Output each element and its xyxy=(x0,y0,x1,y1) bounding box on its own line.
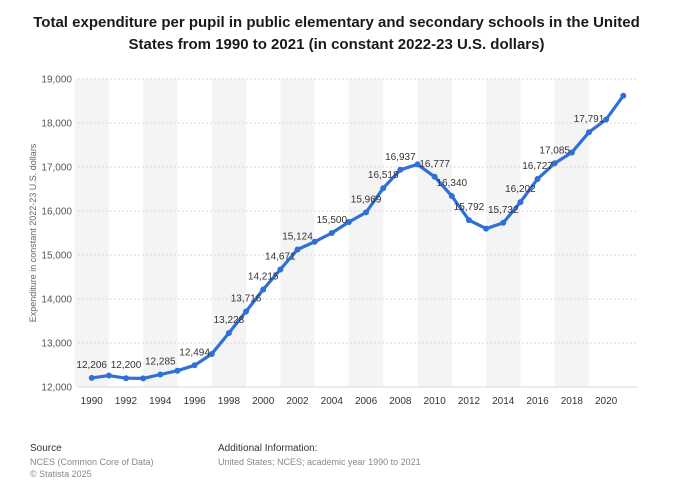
data-point xyxy=(380,185,387,192)
series-line xyxy=(90,94,625,380)
y-tick-label: 17,000 xyxy=(41,163,72,174)
data-label: 13,228 xyxy=(214,315,245,326)
y-tick-label: 14,000 xyxy=(41,295,72,306)
x-tick-label: 2018 xyxy=(561,396,584,407)
data-point xyxy=(585,129,592,136)
data-point xyxy=(500,219,507,226)
data-point xyxy=(465,217,472,224)
data-point xyxy=(105,372,112,379)
data-point xyxy=(345,219,352,225)
background-band xyxy=(280,79,315,387)
data-points xyxy=(88,92,627,382)
data-label: 12,206 xyxy=(76,360,107,371)
chart-title: Total expenditure per pupil in public el… xyxy=(33,14,640,53)
data-point xyxy=(534,176,541,183)
data-point xyxy=(88,374,95,381)
data-point xyxy=(483,225,490,232)
background-band xyxy=(211,79,247,387)
data-point xyxy=(431,173,438,180)
x-tick-label: 2020 xyxy=(595,396,618,407)
data-label: 16,202 xyxy=(505,184,536,195)
y-tick-label: 16,000 xyxy=(41,207,72,218)
data-label: 16,518 xyxy=(368,170,399,181)
x-tick-label: 2012 xyxy=(458,396,481,407)
y-tick-label: 12,000 xyxy=(41,383,72,394)
background-band xyxy=(486,79,521,387)
data-label: 17,791 xyxy=(574,114,605,125)
data-point xyxy=(363,209,370,216)
data-point xyxy=(517,199,524,206)
data-label: 16,727 xyxy=(522,161,553,172)
data-point xyxy=(414,161,421,168)
data-label: 15,124 xyxy=(282,232,313,243)
background-band xyxy=(348,79,384,387)
x-tick-label: 1996 xyxy=(183,396,206,407)
source-heading: Source xyxy=(30,443,62,454)
x-tick-label: 1998 xyxy=(218,396,241,407)
statista-link[interactable]: © Statista 2025 xyxy=(30,469,92,479)
additional-info-heading: Additional Information: xyxy=(218,443,318,454)
background-band xyxy=(554,79,589,387)
x-tick-label: 2002 xyxy=(286,396,309,407)
data-point xyxy=(208,351,215,357)
x-tick-label: 2000 xyxy=(252,396,275,407)
data-label: 13,716 xyxy=(231,293,262,304)
data-label: 15,732 xyxy=(488,205,519,216)
x-tick-label: 1990 xyxy=(81,396,104,407)
y-tick-label: 15,000 xyxy=(41,251,72,262)
data-point xyxy=(157,371,164,378)
data-label: 15,969 xyxy=(351,194,382,205)
x-tick-label: 2014 xyxy=(492,396,515,407)
data-point xyxy=(568,149,575,156)
y-tick-label: 19,000 xyxy=(41,75,72,86)
data-label: 15,500 xyxy=(316,215,347,226)
data-label: 12,285 xyxy=(145,356,176,367)
source-text: NCES (Common Core of Data) xyxy=(30,457,154,467)
data-point xyxy=(174,367,181,374)
line-chart: 12,000 13,000 14,000 15,000 16,000 17,000 18,0… xyxy=(28,75,637,407)
data-label: 12,200 xyxy=(111,360,142,371)
x-tick-label: 2010 xyxy=(424,396,447,407)
data-point xyxy=(191,362,198,369)
y-axis-ticks: 12,000 13,000 14,000 15,000 16,000 17,000 18,0… xyxy=(41,75,72,394)
x-axis-ticks: 1990 1992 1994 1996 1998 2000 2002 2004 2006 2008… xyxy=(81,396,618,407)
background-band xyxy=(417,79,452,387)
y-axis-label: Expenditure in constant 2022-23 U.S. dol… xyxy=(28,143,38,322)
data-point xyxy=(311,238,318,245)
data-point xyxy=(260,286,267,293)
data-point xyxy=(243,308,250,315)
x-tick-label: 1994 xyxy=(149,396,172,407)
data-point xyxy=(140,375,147,382)
data-point xyxy=(123,375,130,382)
data-point xyxy=(620,92,627,99)
data-point xyxy=(294,246,301,253)
additional-info-text: United States; NCES; academic year 1990 … xyxy=(218,457,421,467)
data-label: 15,792 xyxy=(454,202,485,213)
data-point xyxy=(277,266,284,273)
background-band xyxy=(74,79,109,387)
data-point xyxy=(603,116,610,123)
data-label: 14,215 xyxy=(248,272,279,283)
x-tick-label: 1992 xyxy=(115,396,138,407)
data-point xyxy=(397,166,404,173)
x-tick-label: 2004 xyxy=(321,396,344,407)
y-tick-label: 18,000 xyxy=(41,119,72,130)
data-label: 14,671 xyxy=(265,251,296,262)
data-point xyxy=(551,160,558,167)
y-tick-label: 13,000 xyxy=(41,339,72,350)
data-label: 12,494 xyxy=(179,347,210,358)
data-label: 17,085 xyxy=(539,145,570,156)
x-tick-label: 2008 xyxy=(389,396,412,407)
data-point xyxy=(225,329,232,336)
data-point xyxy=(448,193,455,200)
x-tick-label: 2016 xyxy=(526,396,549,407)
data-label: 16,937 xyxy=(385,152,416,163)
data-label: 16,777 xyxy=(419,159,450,170)
data-label: 16,340 xyxy=(437,178,468,189)
x-tick-label: 2006 xyxy=(355,396,378,407)
data-point xyxy=(328,230,335,236)
background-band xyxy=(143,79,178,387)
gridlines xyxy=(78,78,637,388)
